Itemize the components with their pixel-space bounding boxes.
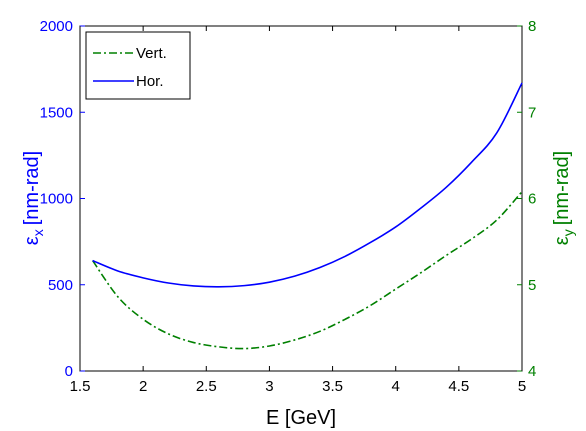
left-tick-label: 1000	[40, 191, 73, 208]
right-axis-title-unit: [nm-rad]	[551, 151, 573, 225]
x-tick-label: 3.5	[322, 378, 343, 395]
x-tick-label: 2.5	[196, 378, 217, 395]
legend-label-hor: Hor.	[136, 73, 164, 90]
left-axis-ticks: 0 500 1000 1500 2000	[40, 18, 85, 380]
left-tick-label: 500	[48, 277, 73, 294]
right-tick-label: 8	[528, 18, 536, 35]
legend: Vert. Hor.	[85, 31, 191, 100]
left-axis-title-unit: [nm-rad]	[21, 151, 43, 225]
right-axis-ticks: 4 5 6 7 8	[517, 18, 536, 380]
left-axis-title-main: ε	[21, 236, 43, 245]
left-tick-label: 2000	[40, 18, 73, 35]
x-tick-label: 4.5	[448, 378, 469, 395]
x-tick-label: 3	[265, 378, 273, 395]
left-axis-title-sub: x	[30, 229, 46, 236]
right-tick-label: 4	[528, 363, 536, 380]
series-layer	[91, 82, 523, 350]
x-tick-label: 4	[392, 378, 400, 395]
right-tick-label: 5	[528, 277, 536, 294]
right-axis-title-main: ε	[551, 236, 573, 245]
left-tick-label: 1500	[40, 104, 73, 121]
legend-label-vert: Vert.	[136, 45, 167, 62]
series-line-hor	[92, 82, 523, 288]
right-tick-label: 6	[528, 191, 536, 208]
x-tick-label: 1.5	[70, 378, 91, 395]
x-tick-label: 2	[139, 378, 147, 395]
x-axis-ticks: 1.5 2 2.5 3 3.5 4 4.5 5	[70, 26, 526, 395]
right-axis-title: εy [nm-rad]	[551, 151, 576, 245]
left-tick-label: 0	[65, 363, 73, 380]
x-axis-title: E [GeV]	[266, 407, 336, 429]
right-axis-title-sub: y	[560, 229, 576, 236]
left-axis-title: εx [nm-rad]	[21, 151, 46, 245]
right-tick-label: 7	[528, 104, 536, 121]
legend-box	[85, 31, 191, 100]
x-tick-label: 5	[518, 378, 526, 395]
